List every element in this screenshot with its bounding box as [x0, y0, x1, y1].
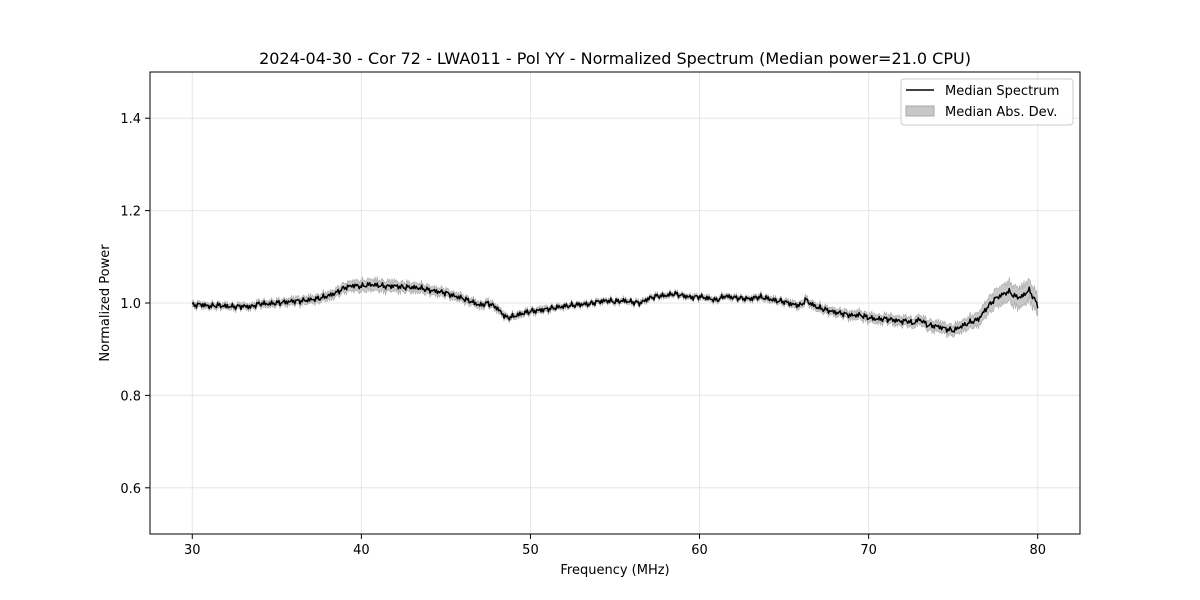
x-tick-label: 70	[860, 543, 877, 558]
x-tick-label: 40	[353, 543, 370, 558]
x-tick-label: 80	[1029, 543, 1046, 558]
legend-mad-label: Median Abs. Dev.	[945, 105, 1057, 120]
legend-box	[900, 78, 1074, 126]
legend-median-label: Median Spectrum	[945, 84, 1059, 99]
median-line-layer	[191, 281, 1039, 333]
y-tick-label: 0.6	[120, 482, 141, 497]
y-tick-label: 1.0	[120, 297, 141, 312]
legend-mad-swatch	[905, 105, 935, 117]
x-axis-ticks: 30 40 50 60 70 80	[184, 534, 1046, 558]
x-tick-label: 50	[522, 543, 539, 558]
x-tick-label: 60	[691, 543, 708, 558]
y-tick-label: 1.4	[120, 112, 141, 127]
y-axis-ticks: 0.6 0.8 1.0 1.2 1.4	[120, 112, 150, 497]
y-axis-label: Normalized Power	[98, 244, 113, 362]
y-tick-label: 0.8	[120, 389, 141, 404]
chart-title: 2024-04-30 - Cor 72 - LWA011 - Pol YY - …	[259, 49, 971, 68]
x-axis-label: Frequency (MHz)	[560, 563, 669, 578]
x-tick-label: 30	[184, 543, 201, 558]
median-spectrum-line	[191, 281, 1039, 333]
y-tick-label: 1.2	[120, 205, 141, 220]
legend: Median Spectrum Median Abs. Dev.	[900, 78, 1074, 126]
